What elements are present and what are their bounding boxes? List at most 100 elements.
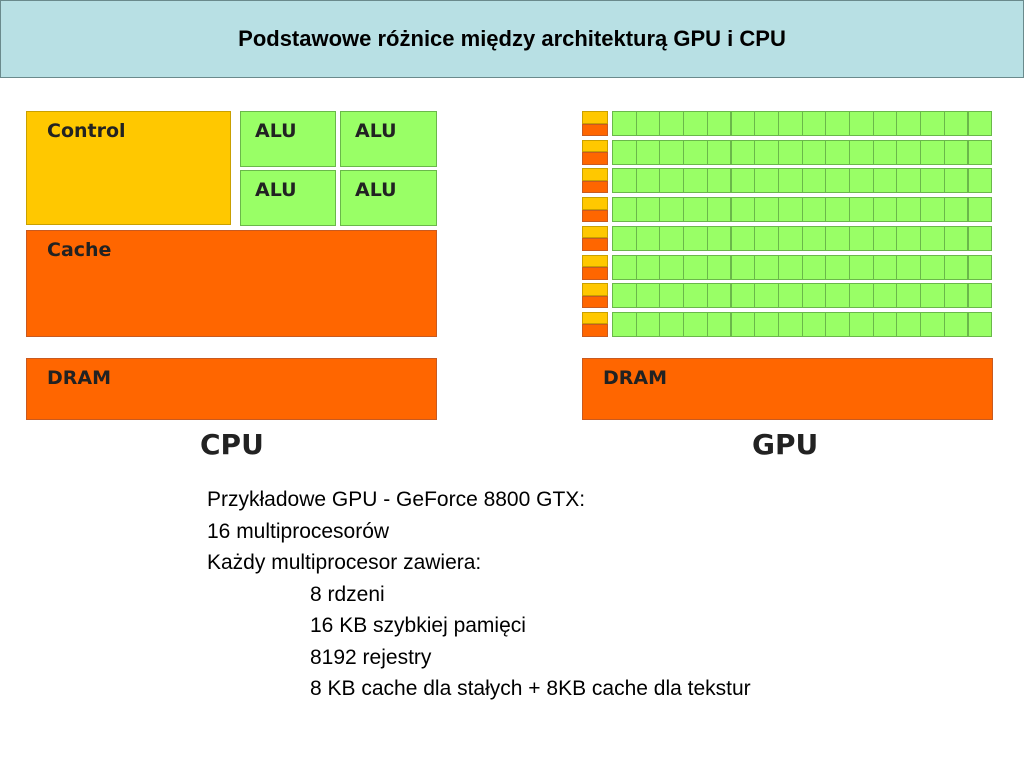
gpu-core-cell [659,197,685,223]
gpu-core-cell [754,168,779,194]
gpu-core-cell [825,197,850,223]
gpu-core-cell [754,197,779,223]
gpu-core-cell [849,139,874,165]
gpu-core-cell [612,254,637,280]
gpu-core-cell [635,111,661,136]
gpu-core-cell [612,311,637,337]
gpu-core-cell [801,311,827,337]
gpu-core-cell [849,311,874,337]
gpu-core-cell [920,197,945,223]
notes-line: 16 multiprocesorów [207,519,390,543]
gpu-core-cell [896,311,922,337]
gpu-core-cell [754,225,779,251]
title-bar: Podstawowe różnice między architekturą G… [0,0,1024,78]
gpu-core-cell [920,111,945,136]
gpu-core-cell [896,111,922,136]
gpu-core-cell [659,225,685,251]
gpu-core-cell [825,168,850,194]
gpu-core-cell [683,168,708,194]
gpu-core-cell [635,197,661,223]
gpu-core-cell [967,283,993,309]
gpu-core-cell [659,283,685,309]
gpu-core-cell [849,225,874,251]
notes-line-indented: 8192 rejestry [310,645,432,669]
gpu-core-cell [896,254,922,280]
gpu-core-cell [730,139,756,165]
cpu-alu-label: ALU [255,179,297,201]
gpu-core-cell [730,168,756,194]
gpu-cache-unit [582,324,608,337]
gpu-core-cell [730,111,756,136]
gpu-cache-unit [582,267,608,280]
gpu-core-cell [849,283,874,309]
gpu-core-cell [730,311,756,337]
cpu-alu-label: ALU [355,179,397,201]
gpu-core-cell [825,139,850,165]
gpu-core-cell [706,283,732,309]
cpu-control-label: Control [47,120,126,142]
cpu-cache-label: Cache [47,239,112,261]
gpu-core-cell [754,311,779,337]
gpu-core-cell [612,283,637,309]
gpu-core-cell [967,111,993,136]
cpu-alu-label: ALU [355,120,397,142]
gpu-core-cell [872,225,898,251]
gpu-core-cell [683,225,708,251]
gpu-core-cell [706,111,732,136]
cpu-cache-block: Cache [26,230,437,337]
gpu-core-cell [967,254,993,280]
gpu-core-cell [825,283,850,309]
gpu-cache-unit [582,238,608,251]
gpu-core-cell [801,225,827,251]
gpu-core-cell [967,311,993,337]
gpu-cache-unit [582,152,608,165]
gpu-core-cell [825,225,850,251]
gpu-core-cell [706,254,732,280]
gpu-core-cell [635,283,661,309]
gpu-core-cell [777,283,803,309]
gpu-core-cell [943,168,969,194]
gpu-core-cell [872,197,898,223]
gpu-core-cell [967,168,993,194]
gpu-core-cell [659,311,685,337]
gpu-core-cell [920,139,945,165]
cpu-dram-label: DRAM [47,367,112,389]
gpu-core-cell [943,139,969,165]
gpu-core-cell [896,168,922,194]
gpu-core-cell [896,139,922,165]
gpu-core-cell [706,225,732,251]
gpu-core-cell [706,197,732,223]
notes-line-indented: 8 KB cache dla stałych + 8KB cache dla t… [310,677,751,700]
gpu-core-cell [967,225,993,251]
gpu-core-cell [730,225,756,251]
gpu-cache-unit [582,295,608,309]
gpu-core-cell [730,254,756,280]
gpu-core-cell [872,254,898,280]
gpu-core-cell [730,283,756,309]
gpu-control-unit [582,283,608,296]
gpu-core-cell [896,197,922,223]
gpu-dram-block: DRAM [582,358,993,420]
gpu-core-cell [801,197,827,223]
gpu-spec-notes: Przykładowe GPU - GeForce 8800 GTX: 16 m… [207,484,751,705]
gpu-control-unit [582,197,608,210]
gpu-core-cell [943,283,969,309]
gpu-caption: GPU [752,428,819,461]
gpu-control-unit [582,254,608,267]
gpu-core-cell [849,168,874,194]
gpu-core-cell [920,254,945,280]
gpu-core-cell [801,254,827,280]
cpu-alu-block: ALU [240,111,336,167]
gpu-core-cell [777,168,803,194]
page-title: Podstawowe różnice między architekturą G… [238,26,786,51]
cpu-dram-block: DRAM [26,358,437,420]
gpu-core-cell [872,311,898,337]
gpu-dram-label: DRAM [603,367,668,389]
gpu-core-cell [801,168,827,194]
gpu-core-cell [635,168,661,194]
gpu-core-cell [706,311,732,337]
gpu-core-cell [777,225,803,251]
gpu-core-cell [635,311,661,337]
gpu-control-unit [582,111,608,124]
gpu-core-cell [777,197,803,223]
